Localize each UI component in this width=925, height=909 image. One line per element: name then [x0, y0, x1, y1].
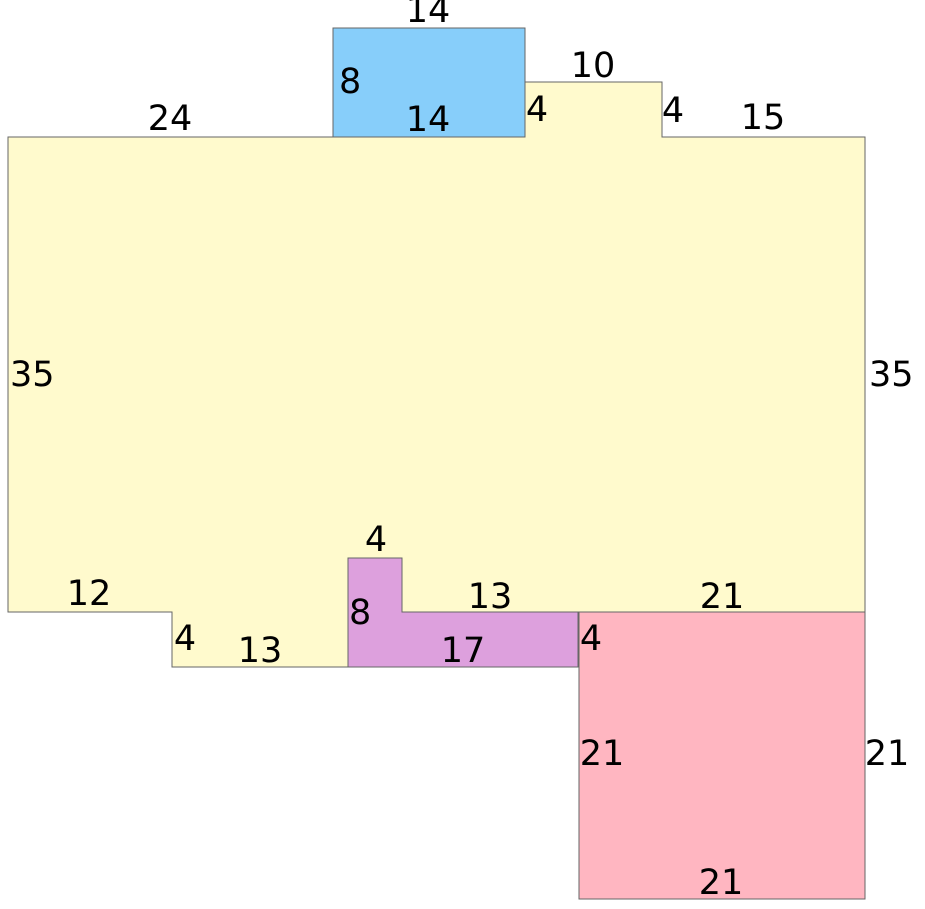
edge-label-purple-bottom: 17 — [441, 631, 486, 671]
edge-label-yellow-bottom-far-left: 12 — [67, 574, 112, 614]
edge-label-pink-right: 21 — [865, 734, 910, 774]
edge-label-pink-left: 21 — [580, 734, 625, 774]
edge-label-purple-top: 4 — [365, 520, 387, 560]
edge-label-blue-left: 8 — [339, 62, 361, 102]
edge-label-yellow-bottom-right: 21 — [700, 577, 745, 617]
edge-label-yellow-top-left: 24 — [148, 99, 193, 139]
blue-rectangle — [332, 27, 526, 138]
edge-label-yellow-right: 35 — [869, 355, 914, 395]
edge-label-yellow-notch-right: 4 — [662, 91, 684, 131]
edge-label-yellow-bottom-middle: 13 — [468, 577, 513, 617]
pink-square — [578, 611, 866, 900]
edge-label-blue-bottom: 14 — [406, 100, 451, 140]
edge-label-yellow-left: 35 — [10, 355, 55, 395]
edge-label-pink-bottom: 21 — [699, 863, 744, 903]
edge-label-blue-top: 14 — [406, 0, 451, 31]
purple-l-shape — [347, 557, 579, 668]
edge-label-purple-left: 8 — [349, 593, 371, 633]
edge-label-yellow-step-down: 4 — [174, 619, 196, 659]
edge-label-yellow-notch-top: 10 — [571, 46, 616, 86]
edge-label-yellow-top-right: 15 — [741, 98, 786, 138]
edge-label-yellow-notch-left: 4 — [526, 90, 548, 130]
edge-label-purple-right: 4 — [580, 619, 602, 659]
edge-label-yellow-bottom-left: 13 — [238, 631, 283, 671]
